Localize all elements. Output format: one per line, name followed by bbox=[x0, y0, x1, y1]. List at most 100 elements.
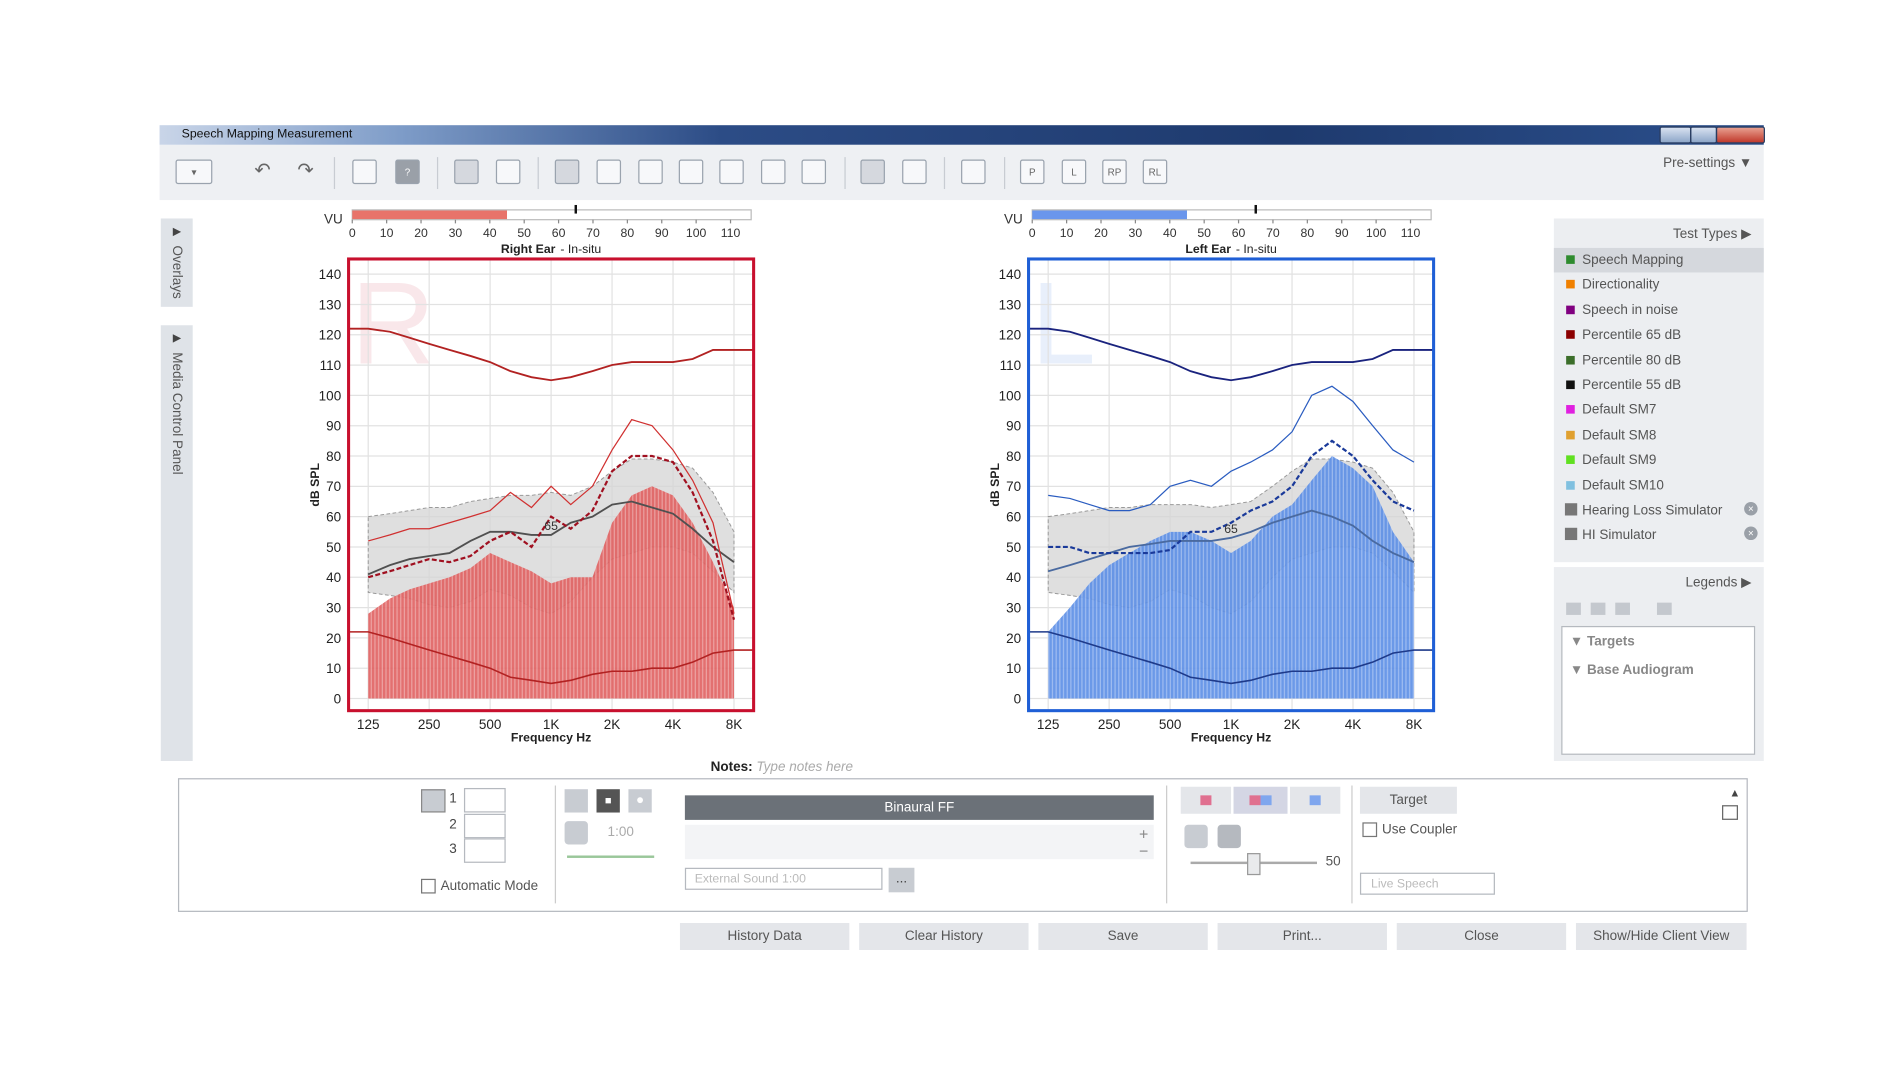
stop-button[interactable]: ■ bbox=[596, 789, 620, 813]
test-type-swatch bbox=[1566, 455, 1575, 465]
print-icon[interactable] bbox=[352, 159, 377, 185]
test-type-item[interactable]: Default SM7 bbox=[1554, 398, 1764, 423]
graph-icon[interactable] bbox=[638, 159, 663, 185]
slot-input[interactable] bbox=[463, 787, 506, 813]
slot-input[interactable] bbox=[463, 813, 506, 839]
print-button[interactable]: Print... bbox=[1217, 922, 1387, 950]
test-type-item[interactable]: Default SM8 bbox=[1554, 423, 1764, 448]
vu-tick-label: 60 bbox=[1232, 226, 1246, 240]
legends-header[interactable]: Legends ▶ bbox=[1685, 575, 1752, 591]
view-icon[interactable] bbox=[495, 159, 521, 185]
graph-icon[interactable] bbox=[678, 159, 704, 185]
slot-input[interactable] bbox=[463, 838, 506, 863]
grid-icon[interactable] bbox=[860, 159, 885, 185]
graph-icon[interactable] bbox=[801, 159, 827, 185]
snapshot-icon[interactable] bbox=[420, 789, 446, 813]
test-type-item[interactable]: Percentile 65 dB bbox=[1554, 323, 1764, 348]
x-tick-label: 250 bbox=[418, 717, 441, 732]
legend-tool[interactable] bbox=[1590, 602, 1606, 615]
test-type-item[interactable]: Speech in noise bbox=[1554, 298, 1764, 323]
headphone-icon[interactable] bbox=[1184, 824, 1208, 849]
y-tick-label: 50 bbox=[1006, 540, 1021, 555]
play-button[interactable] bbox=[564, 789, 588, 813]
add-icon[interactable]: + bbox=[1139, 824, 1149, 844]
view-icon[interactable] bbox=[454, 159, 479, 185]
history-data-button[interactable]: History Data bbox=[679, 922, 850, 950]
ear-swatch bbox=[1309, 795, 1321, 806]
talkback-icon[interactable] bbox=[1217, 824, 1241, 849]
save-button[interactable]: Save bbox=[1038, 922, 1208, 950]
grid-icon[interactable] bbox=[902, 159, 927, 185]
legend-item[interactable]: ▼ Base Audiogram bbox=[1569, 662, 1694, 678]
dashed-line bbox=[367, 454, 736, 620]
speech-level-label: 65 bbox=[1224, 522, 1238, 536]
test-type-item[interactable]: Percentile 80 dB bbox=[1554, 348, 1764, 373]
loop-button[interactable] bbox=[564, 821, 588, 845]
stimulus-bar[interactable]: Binaural FF bbox=[684, 795, 1154, 820]
remove-icon[interactable]: × bbox=[1744, 527, 1758, 541]
legend-tool[interactable] bbox=[1566, 602, 1581, 615]
test-type-item[interactable]: Speech Mapping bbox=[1553, 247, 1764, 273]
graph-icon[interactable] bbox=[719, 159, 744, 185]
presettings-menu[interactable]: Pre-settings ▼ bbox=[1663, 155, 1753, 171]
overlays-tab[interactable]: ▶ Overlays bbox=[160, 218, 193, 307]
close-window-button[interactable] bbox=[1715, 126, 1765, 144]
graph-icon[interactable] bbox=[760, 159, 786, 185]
menu-icon[interactable]: ▾ bbox=[175, 159, 213, 185]
left-ear-button[interactable] bbox=[1289, 786, 1341, 814]
notes-input[interactable]: Type notes here bbox=[756, 759, 854, 775]
y-tick-label: 90 bbox=[326, 419, 341, 434]
sound-dropdown[interactable]: External Sound 1:00 bbox=[684, 867, 883, 890]
ear-icon[interactable]: RL bbox=[1142, 159, 1168, 185]
remove-icon[interactable]: × bbox=[1744, 502, 1758, 516]
client-view-button[interactable]: Show/Hide Client View bbox=[1575, 922, 1747, 950]
graph-icon[interactable] bbox=[596, 159, 622, 185]
legend-tool[interactable] bbox=[1615, 602, 1630, 615]
use-coupler-checkbox[interactable] bbox=[1362, 822, 1378, 838]
test-type-label: Speech in noise bbox=[1582, 302, 1679, 318]
test-type-item[interactable]: Percentile 55 dB bbox=[1554, 373, 1764, 398]
x-axis-label: Frequency Hz bbox=[1191, 730, 1271, 744]
tab-arrow: ▶ bbox=[173, 225, 181, 237]
speech-spectrum bbox=[1048, 455, 1414, 699]
remove-icon[interactable]: − bbox=[1139, 841, 1149, 861]
close-button[interactable]: Close bbox=[1396, 922, 1567, 950]
test-type-item[interactable]: Default SM10 bbox=[1554, 473, 1764, 498]
both-ears-button[interactable] bbox=[1233, 786, 1288, 814]
live-speech-dropdown[interactable]: Live Speech bbox=[1359, 872, 1495, 895]
record-button[interactable]: ● bbox=[628, 789, 652, 813]
legend-tool[interactable] bbox=[1656, 602, 1672, 615]
clear-history-button[interactable]: Clear History bbox=[859, 922, 1029, 950]
legend-item[interactable]: ▼ Targets bbox=[1569, 634, 1635, 650]
chart-icon[interactable] bbox=[961, 159, 986, 185]
right-ear-button[interactable] bbox=[1180, 786, 1232, 814]
y-tick-label: 50 bbox=[326, 540, 341, 555]
detach-icon[interactable] bbox=[1722, 805, 1738, 820]
notes: Notes: Type notes here bbox=[711, 760, 853, 775]
test-type-item[interactable]: Directionality bbox=[1554, 273, 1764, 298]
x-tick-label: 1K bbox=[543, 717, 560, 732]
vu-tick-label: 40 bbox=[483, 226, 497, 240]
target-button[interactable]: Target bbox=[1359, 786, 1457, 814]
level-value: 50 bbox=[1325, 854, 1341, 869]
test-type-item[interactable]: Default SM9 bbox=[1554, 448, 1764, 473]
ear-icon[interactable]: P bbox=[1019, 159, 1045, 185]
vu-level bbox=[352, 210, 508, 220]
help-icon[interactable]: ? bbox=[395, 159, 420, 185]
tab-label: Media Control Panel bbox=[169, 352, 185, 475]
simulator-item[interactable]: Hearing Loss Simulator × bbox=[1554, 498, 1764, 523]
level-slider-thumb[interactable] bbox=[1247, 853, 1261, 876]
ear-icon[interactable]: L bbox=[1061, 159, 1087, 185]
test-types-header[interactable]: Test Types ▶ bbox=[1673, 227, 1752, 242]
undo-icon[interactable]: ↶ bbox=[254, 160, 271, 182]
more-button[interactable]: ... bbox=[888, 867, 915, 893]
simulator-item[interactable]: HI Simulator × bbox=[1554, 523, 1764, 548]
redo-icon[interactable]: ↷ bbox=[297, 160, 314, 182]
media-control-tab[interactable]: ▶ Media Control Panel bbox=[160, 325, 193, 761]
ear-icon[interactable]: RP bbox=[1102, 159, 1127, 185]
y-tick-label: 40 bbox=[1006, 570, 1021, 585]
graph-icon[interactable] bbox=[554, 159, 580, 185]
automatic-mode-checkbox[interactable] bbox=[420, 878, 436, 894]
collapse-arrow[interactable]: ▲ bbox=[1729, 786, 1741, 800]
